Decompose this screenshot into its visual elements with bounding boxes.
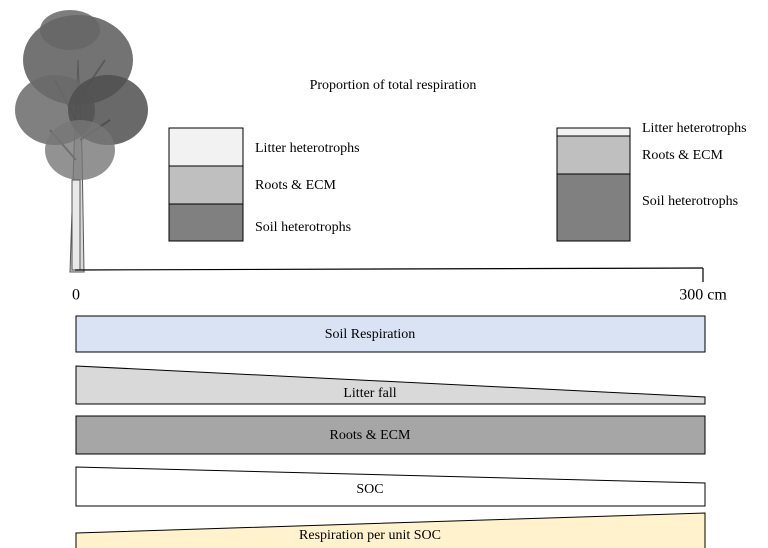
band (75, 315, 706, 353)
axis-label: 0 (72, 287, 80, 304)
band (75, 512, 706, 548)
band-label: Respiration per unit SOC (299, 528, 441, 543)
stack-segment (556, 173, 631, 242)
title: Proportion of total respiration (310, 78, 477, 93)
stack-segment (168, 127, 244, 167)
band-label: Litter fall (343, 386, 396, 401)
segment-label: Soil heterotrophs (642, 194, 738, 209)
segment-label: Litter heterotrophs (642, 121, 747, 136)
stack-segment (556, 135, 631, 175)
distance-axis (74, 267, 704, 271)
segment-label: Soil heterotrophs (255, 220, 351, 235)
axis-label: 300 cm (679, 287, 727, 304)
tree (15, 10, 148, 273)
band-label: SOC (356, 482, 383, 497)
band-label: Roots & ECM (330, 428, 411, 443)
stack-segment (168, 165, 244, 205)
band (75, 466, 706, 507)
stack-segment (556, 127, 631, 137)
stack-segment (168, 203, 244, 242)
band (75, 415, 706, 455)
segment-label: Roots & ECM (255, 178, 336, 193)
band (75, 365, 706, 405)
band-label: Soil Respiration (325, 327, 416, 342)
segment-label: Roots & ECM (642, 148, 723, 163)
segment-label: Litter heterotrophs (255, 141, 360, 156)
